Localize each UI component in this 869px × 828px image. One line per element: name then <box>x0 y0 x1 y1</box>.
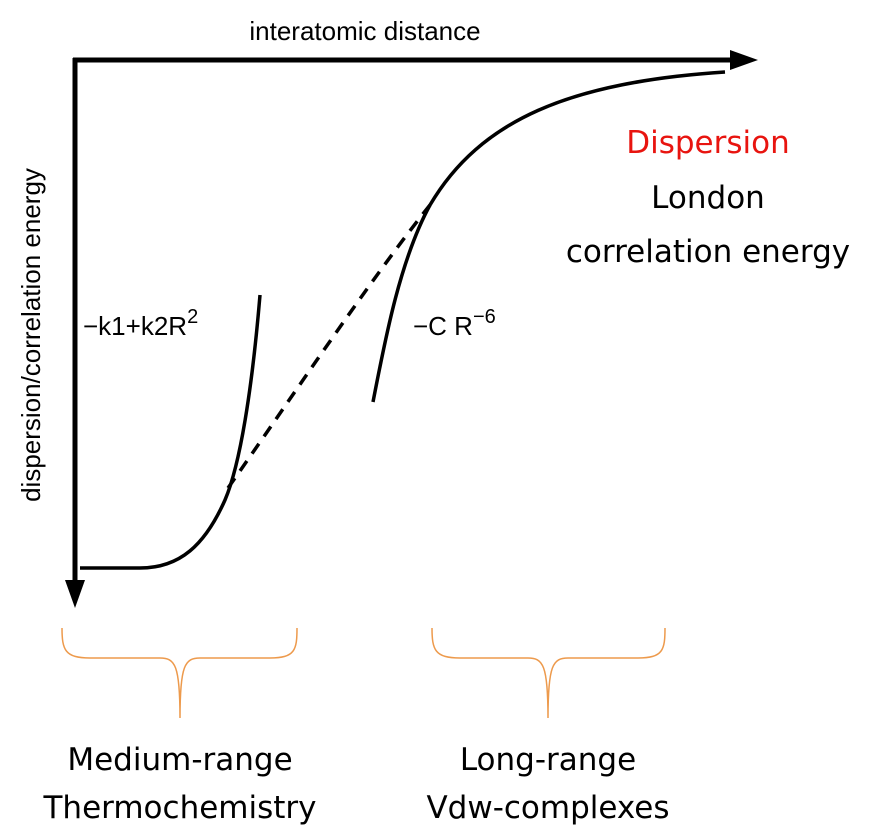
interpolation-curve <box>228 205 430 488</box>
range-label: Long-range <box>460 742 636 778</box>
range-label: Medium-range <box>67 742 292 778</box>
formula-base: −k1+k2R <box>83 311 187 341</box>
diagram: interatomic distance dispersion/correlat… <box>0 0 869 828</box>
range-label: Thermochemistry <box>43 790 317 826</box>
medium-range-brace <box>62 628 297 718</box>
dispersion-title: Dispersion <box>626 125 790 161</box>
formula-exponent: −6 <box>473 306 496 328</box>
formula-exponent: 2 <box>187 306 198 328</box>
x-arrowhead <box>730 50 758 70</box>
x-axis-label: interatomic distance <box>249 16 480 46</box>
dispersion-line: London <box>651 180 765 216</box>
formula: −k1+k2R2 <box>83 306 198 341</box>
dispersion-line: correlation energy <box>566 234 850 270</box>
long-range-brace <box>432 628 665 718</box>
y-axis-label: dispersion/correlation energy <box>16 168 46 502</box>
formula: −C R−6 <box>413 306 496 341</box>
range-label: Vdw-complexes <box>426 790 669 826</box>
y-arrowhead <box>65 580 85 608</box>
formula-base: −C R <box>413 311 473 341</box>
